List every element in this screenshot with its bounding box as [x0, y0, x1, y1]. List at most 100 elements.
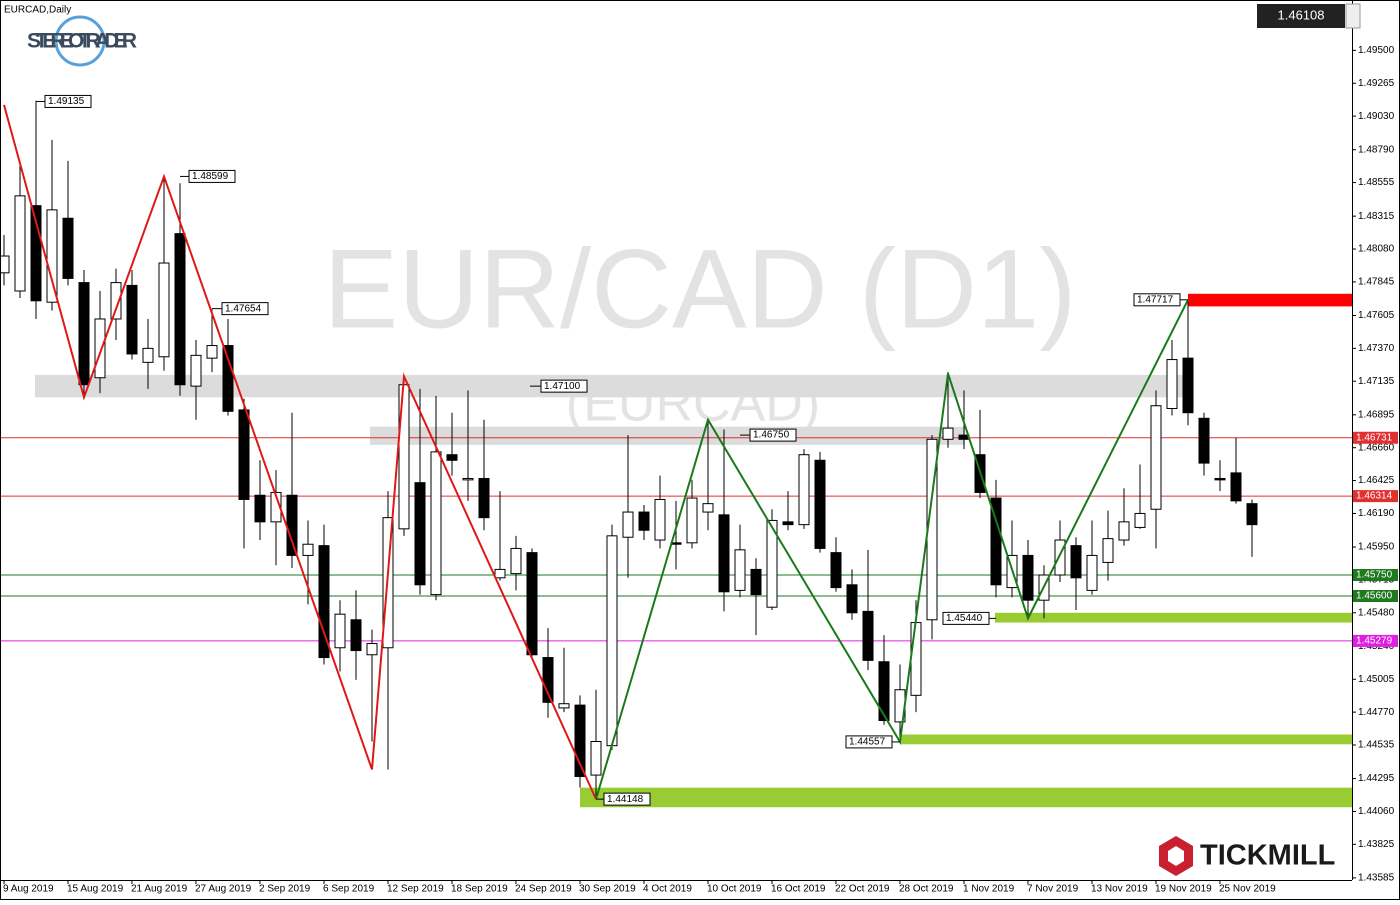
zigzag	[595, 299, 1189, 800]
level-label-box	[1353, 634, 1398, 647]
y-tick-label: 1.46660	[1358, 442, 1395, 453]
price-label: 1.47717	[1137, 294, 1174, 305]
candle-body	[718, 514, 730, 593]
price-label: 1.48599	[192, 171, 229, 182]
last-price-box	[1257, 4, 1345, 28]
candle-body	[446, 454, 458, 461]
candle-body	[286, 494, 298, 556]
candle-body	[702, 503, 714, 513]
x-tick-label: 7 Nov 2019	[1027, 884, 1079, 895]
candle-body	[830, 552, 842, 589]
x-tick-label: 10 Oct 2019	[707, 884, 762, 895]
zone	[35, 374, 1190, 398]
watermark-group: EUR/CAD (D1) (EURCAD)	[324, 227, 1077, 433]
y-tick-label: 1.44060	[1358, 806, 1395, 817]
candle-body	[1214, 477, 1226, 481]
price-toggle[interactable]	[1345, 3, 1361, 29]
candle-body	[206, 345, 218, 359]
y-tick-label: 1.48080	[1358, 244, 1395, 255]
watermark: EUR/CAD (D1)	[324, 227, 1077, 352]
price-label-box	[540, 379, 588, 393]
price-label: 1.44148	[607, 794, 644, 805]
price-label-box	[1133, 293, 1181, 307]
level-label: 1.45279	[1356, 636, 1393, 647]
y-tick-label: 1.45480	[1358, 607, 1395, 618]
candle-body	[1086, 554, 1098, 591]
candle-body	[990, 497, 1002, 586]
level-label-box	[1353, 589, 1398, 602]
candle-body	[766, 519, 778, 608]
x-tick-label: 30 Sep 2019	[579, 884, 636, 895]
candle-body	[814, 459, 826, 549]
logo-ring	[54, 15, 106, 67]
y-tick-label: 1.46895	[1358, 409, 1395, 420]
candle-body	[174, 233, 186, 386]
zone	[900, 734, 1352, 745]
level-label: 1.45750	[1356, 570, 1393, 581]
candle-body	[46, 209, 58, 303]
candle-body	[1118, 521, 1130, 541]
price-label: 1.44557	[849, 737, 886, 748]
logo-text: TICKMILL	[1200, 840, 1335, 872]
x-tick-label: 12 Sep 2019	[387, 884, 444, 895]
candle-body	[1230, 472, 1242, 502]
candle-body	[1054, 539, 1066, 576]
price-label-box	[603, 792, 651, 806]
candle-body	[1150, 405, 1162, 510]
candle-body	[238, 409, 250, 500]
candle-body	[574, 704, 586, 777]
y-tick-label: 1.47370	[1358, 343, 1395, 354]
x-tick-label: 4 Oct 2019	[643, 884, 692, 895]
candle-body	[30, 205, 42, 302]
candle-body	[350, 619, 362, 652]
y-tick-label: 1.47135	[1358, 376, 1395, 387]
candle-body	[398, 384, 410, 530]
candle-body	[462, 477, 474, 481]
price-label-box	[44, 94, 92, 108]
candle-body	[942, 427, 954, 440]
y-tick-label: 1.44770	[1358, 707, 1395, 718]
last-price: 1.46108	[1278, 7, 1325, 22]
level-label-box	[1353, 431, 1398, 444]
y-tick-label: 1.43825	[1358, 839, 1395, 850]
candle-body	[1134, 512, 1146, 528]
x-tick-label: 28 Oct 2019	[899, 884, 954, 895]
y-tick-label: 1.49030	[1358, 111, 1395, 122]
candle-body	[0, 255, 10, 274]
x-tick-label: 13 Nov 2019	[1091, 884, 1148, 895]
candle-body	[1182, 357, 1194, 414]
candle-body	[606, 535, 618, 747]
candle-body	[302, 543, 314, 556]
candle-body	[366, 643, 378, 656]
x-tick-label: 2 Sep 2019	[259, 884, 311, 895]
candle-body	[190, 354, 202, 387]
candle-body	[782, 521, 794, 526]
candle-body	[1246, 503, 1258, 526]
y-tick-label: 1.46425	[1358, 475, 1395, 486]
price-label-box	[942, 611, 990, 625]
level-label-box	[1353, 569, 1398, 582]
y-tick-label: 1.48555	[1358, 177, 1395, 188]
candle-body	[494, 568, 506, 579]
price-label: 1.45440	[946, 613, 983, 624]
y-tick-label: 1.47605	[1358, 310, 1395, 321]
price-label: 1.47654	[225, 303, 262, 314]
candle-body	[638, 511, 650, 531]
candle-body	[734, 549, 746, 591]
y-tick-label: 1.43585	[1358, 873, 1395, 884]
x-tick-label: 22 Oct 2019	[835, 884, 890, 895]
stereotrader-logo: STEREOTRADER	[27, 15, 137, 67]
candle-body	[558, 703, 570, 709]
y-tick-label: 1.49500	[1358, 45, 1395, 56]
zigzag	[3, 104, 597, 800]
candle-body	[1070, 545, 1082, 579]
level-label: 1.46314	[1356, 491, 1393, 502]
candle-body	[222, 345, 234, 412]
x-tick-label: 1 Nov 2019	[963, 884, 1015, 895]
x-tick-label: 24 Sep 2019	[515, 884, 572, 895]
x-tick-label: 18 Sep 2019	[451, 884, 508, 895]
candle-body	[110, 282, 122, 320]
candle-body	[142, 347, 154, 363]
x-tick-label: 9 Aug 2019	[3, 884, 54, 895]
